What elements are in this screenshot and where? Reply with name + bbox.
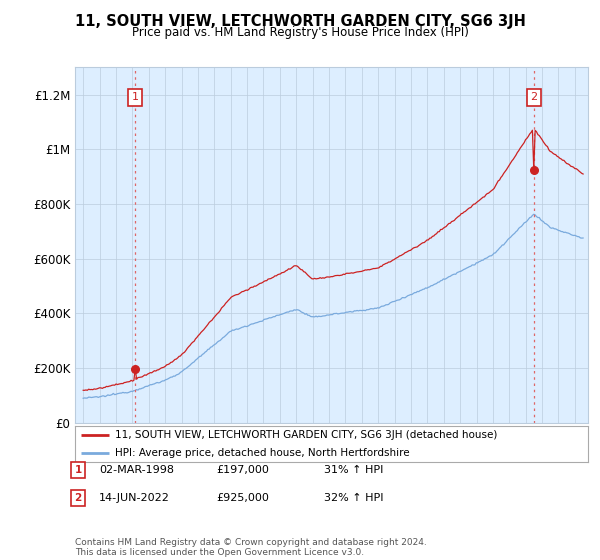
Text: 11, SOUTH VIEW, LETCHWORTH GARDEN CITY, SG6 3JH (detached house): 11, SOUTH VIEW, LETCHWORTH GARDEN CITY, … bbox=[115, 430, 497, 440]
Text: Price paid vs. HM Land Registry's House Price Index (HPI): Price paid vs. HM Land Registry's House … bbox=[131, 26, 469, 39]
Text: 1: 1 bbox=[132, 92, 139, 102]
Text: 2: 2 bbox=[74, 493, 82, 503]
Text: 02-MAR-1998: 02-MAR-1998 bbox=[99, 465, 174, 475]
Text: 2: 2 bbox=[530, 92, 538, 102]
Text: 14-JUN-2022: 14-JUN-2022 bbox=[99, 493, 170, 503]
Text: 1: 1 bbox=[74, 465, 82, 475]
Text: £197,000: £197,000 bbox=[216, 465, 269, 475]
Text: £925,000: £925,000 bbox=[216, 493, 269, 503]
Text: HPI: Average price, detached house, North Hertfordshire: HPI: Average price, detached house, Nort… bbox=[115, 448, 409, 458]
Text: 11, SOUTH VIEW, LETCHWORTH GARDEN CITY, SG6 3JH: 11, SOUTH VIEW, LETCHWORTH GARDEN CITY, … bbox=[74, 14, 526, 29]
Text: 31% ↑ HPI: 31% ↑ HPI bbox=[324, 465, 383, 475]
Text: Contains HM Land Registry data © Crown copyright and database right 2024.
This d: Contains HM Land Registry data © Crown c… bbox=[75, 538, 427, 557]
Text: 32% ↑ HPI: 32% ↑ HPI bbox=[324, 493, 383, 503]
